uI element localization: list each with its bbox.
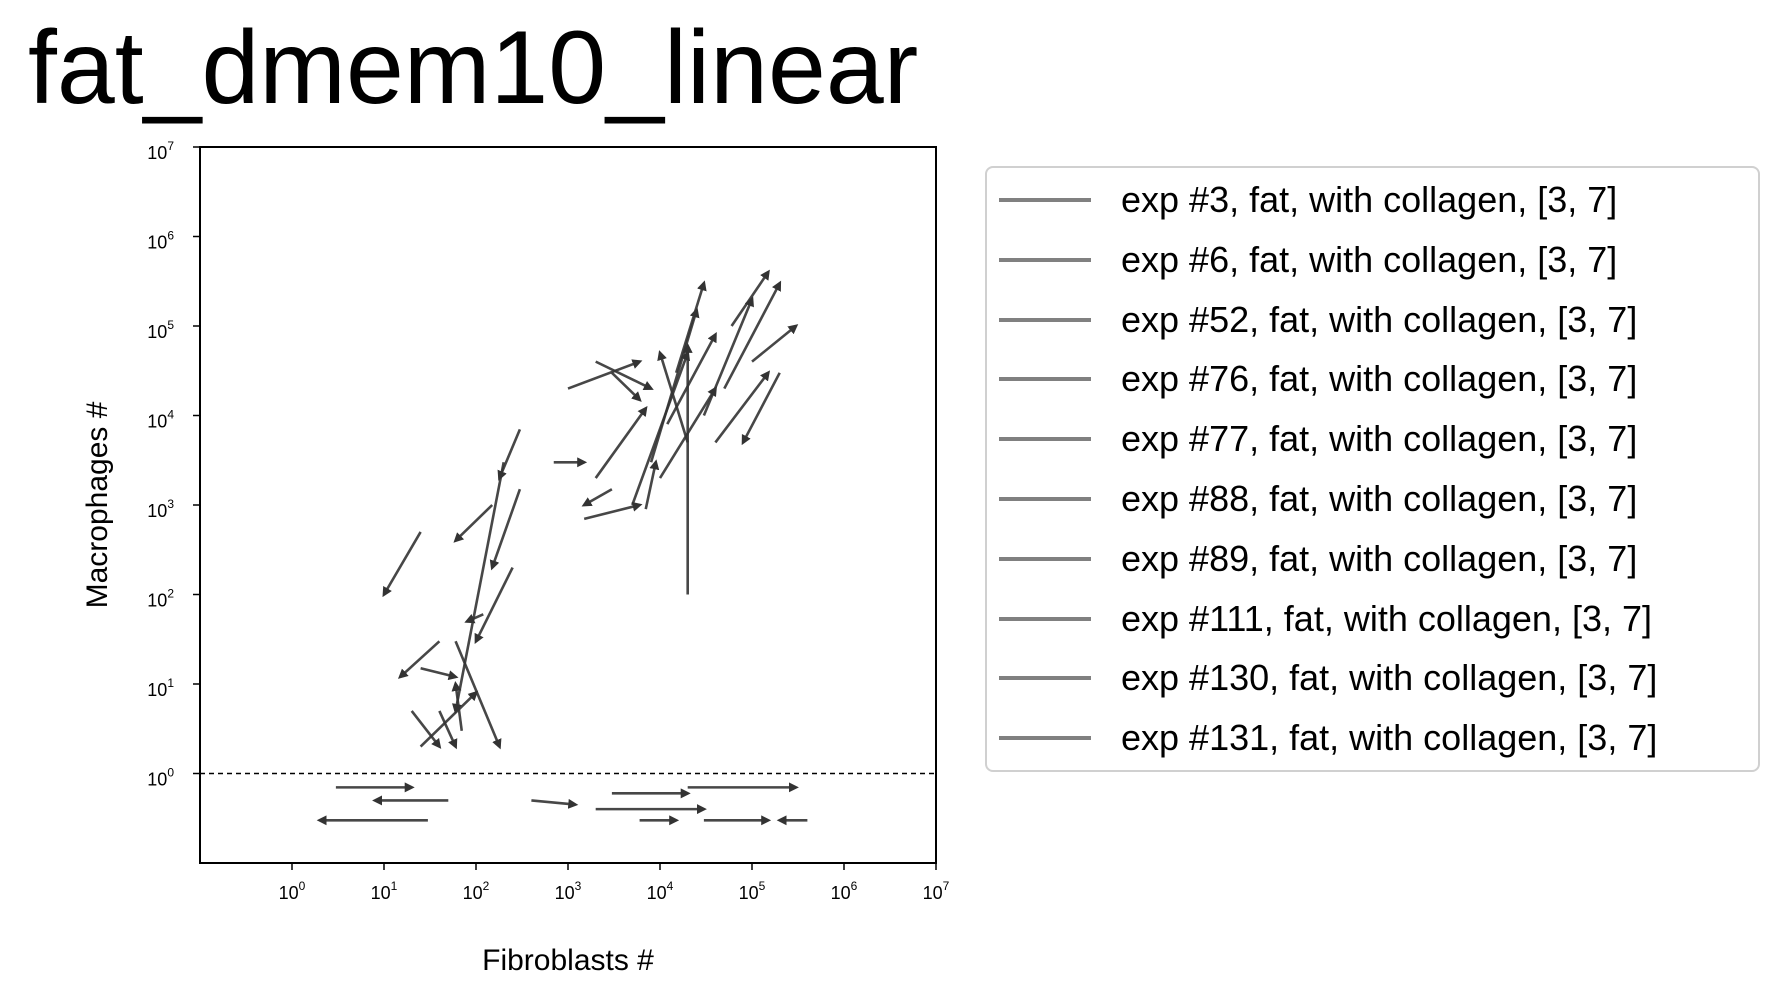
legend-entry: exp #77, fat, with collagen, [3, 7] [987, 419, 1758, 459]
arrow-32 [644, 459, 660, 510]
legend-swatch [999, 377, 1091, 382]
arrow-16 [610, 371, 642, 402]
x-axis-ticks: 100 101 102 103 104 105 106 107 [279, 863, 950, 903]
arrow-11 [489, 488, 522, 571]
y-axis-ticks: 100 101 102 103 104 105 106 107 [147, 139, 200, 790]
arrow-21 [723, 280, 782, 390]
arrow-12 [464, 613, 484, 624]
arrow-3 [397, 640, 441, 679]
arrow-9 [497, 428, 522, 481]
y-tick-label-6: 106 [147, 229, 174, 253]
y-tick-label-0: 100 [147, 766, 174, 790]
arrow-30 [741, 372, 781, 446]
y-tick-label-3: 103 [147, 497, 174, 521]
arrow-8 [419, 690, 479, 748]
legend-swatch [999, 437, 1091, 442]
legend-label: exp #88, fat, with collagen, [3, 7] [1121, 478, 1638, 519]
legend-swatch [999, 616, 1091, 621]
legend-entry: exp #131, fat, with collagen, [3, 7] [987, 718, 1758, 758]
x-tick-label-0: 100 [279, 879, 306, 903]
legend-swatch [999, 556, 1091, 561]
arrow-6 [438, 710, 458, 750]
legend-label: exp #130, fat, with collagen, [3, 7] [1121, 657, 1658, 699]
arrow-7 [451, 681, 464, 731]
legend-label: exp #89, fat, with collagen, [3, 7] [1121, 537, 1638, 579]
arrow-13 [453, 504, 494, 543]
x-tick-label-1: 101 [371, 879, 398, 903]
arrow-25 [666, 332, 717, 425]
legend-swatch [999, 257, 1091, 262]
y-tick-label-5: 105 [147, 318, 174, 342]
arrow-10 [474, 566, 514, 644]
arrows-layer [316, 269, 808, 826]
chart-title: fat_dmem10_linear [28, 10, 919, 126]
legend-entry: exp #88, fat, with collagen, [3, 7] [987, 479, 1758, 519]
legend-entry: exp #6, fat, with collagen, [3, 7] [987, 238, 1758, 280]
legend-label: exp #111, fat, with collagen, [3, 7] [1121, 597, 1652, 639]
legend-swatch [999, 317, 1091, 322]
arrow-23 [751, 324, 799, 363]
legend-entry: exp #111, fat, with collagen, [3, 7] [987, 597, 1758, 639]
arrow-0 [452, 462, 505, 714]
arrow-28 [674, 280, 707, 374]
y-tick-label-1: 101 [147, 676, 174, 700]
plot-frame [199, 146, 937, 864]
y-tick-label-2: 102 [147, 587, 174, 611]
arrow-4 [420, 666, 459, 681]
legend-swatch [999, 198, 1091, 202]
y-tick-label-7: 107 [147, 139, 174, 163]
legend-label: exp #6, fat, with collagen, [3, 7] [1121, 238, 1618, 280]
legend-entry: exp #52, fat, with collagen, [3, 7] [987, 298, 1758, 340]
arrow-2 [454, 640, 502, 750]
y-tick-label-4: 104 [147, 408, 174, 432]
arrow-33 [583, 501, 643, 521]
legend-label: exp #77, fat, with collagen, [3, 7] [1121, 418, 1638, 460]
y-axis-label: Macrophages # [81, 401, 114, 608]
x-tick-label-7: 107 [923, 879, 950, 903]
x-tick-label-6: 106 [831, 879, 858, 903]
arrow-27 [581, 488, 613, 507]
arrow-20 [702, 296, 754, 416]
legend-swatch [999, 736, 1091, 741]
x-tick-label-3: 103 [555, 879, 582, 903]
arrow-29 [730, 269, 770, 327]
arrow-5 [410, 710, 442, 749]
x-tick-label-5: 105 [739, 879, 766, 903]
legend: exp #3, fat, with collagen, [3, 7] exp #6… [985, 166, 1760, 772]
arrow-26 [594, 405, 648, 479]
arrow-31 [657, 350, 689, 443]
legend-swatch [999, 676, 1091, 681]
arrow-1 [382, 531, 422, 598]
arrow-15 [567, 359, 643, 390]
legend-entry: exp #3, fat, with collagen, [3, 7] [987, 180, 1758, 220]
legend-swatch [999, 497, 1091, 501]
legend-label: exp #3, fat, with collagen, [3, 7] [1121, 179, 1618, 220]
x-tick-label-4: 104 [647, 879, 674, 903]
legend-entry: exp #130, fat, with collagen, [3, 7] [987, 658, 1758, 698]
legend-entry: exp #89, fat, with collagen, [3, 7] [987, 537, 1758, 579]
arrow-14 [595, 360, 654, 390]
x-axis-label: Fibroblasts # [482, 944, 654, 977]
arrow-22 [714, 370, 771, 444]
legend-label: exp #131, fat, with collagen, [3, 7] [1121, 717, 1658, 759]
legend-label: exp #76, fat, with collagen, [3, 7] [1121, 358, 1638, 400]
legend-entry: exp #76, fat, with collagen, [3, 7] [987, 359, 1758, 399]
legend-label: exp #52, fat, with collagen, [3, 7] [1121, 298, 1638, 340]
arrow-43 [531, 798, 579, 809]
x-tick-label-2: 102 [463, 879, 490, 903]
